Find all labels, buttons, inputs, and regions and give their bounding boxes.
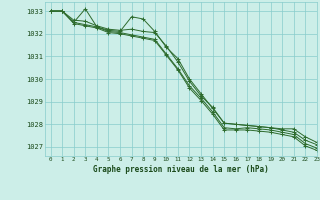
X-axis label: Graphe pression niveau de la mer (hPa): Graphe pression niveau de la mer (hPa) xyxy=(93,165,269,174)
